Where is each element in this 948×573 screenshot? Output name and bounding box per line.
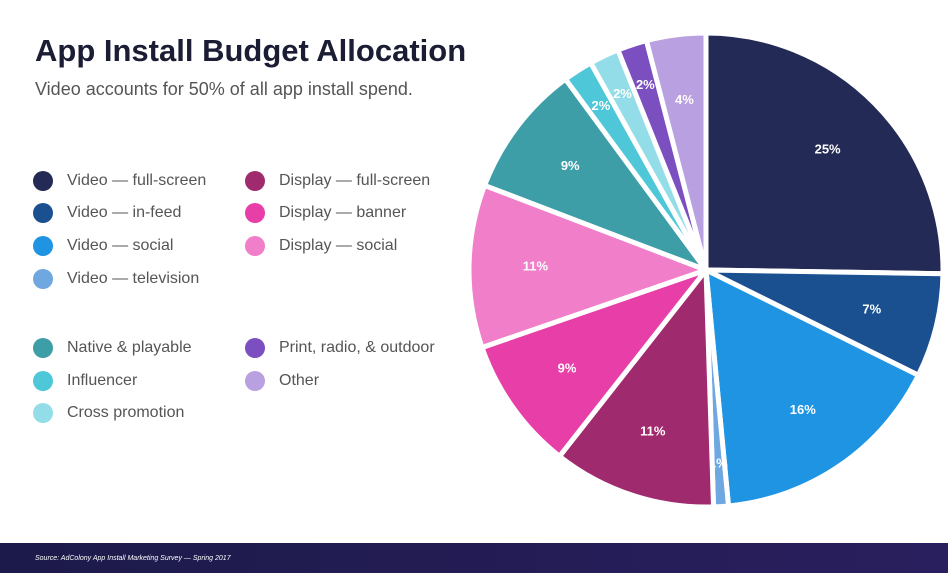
pie-slice [643, 30, 709, 273]
pie-slice [556, 267, 717, 510]
pie-slice [466, 182, 709, 351]
slice-label: 11% [640, 424, 666, 439]
legend-swatch [33, 171, 53, 191]
legend-swatch [245, 236, 265, 256]
slice-label: 2% [636, 77, 655, 92]
legend-label: Video — social [67, 237, 173, 254]
chart-subtitle: Video accounts for 50% of all app instal… [35, 79, 413, 99]
legend-label: Display — social [279, 237, 397, 254]
legend-swatch [33, 269, 53, 289]
legend-swatch [33, 403, 53, 423]
legend-label: Display — banner [279, 204, 407, 221]
legend-label: Print, radio, & outdoor [279, 339, 435, 356]
slice-label: 25% [815, 142, 841, 157]
legend-label: Video — in-feed [67, 204, 181, 221]
legend-label: Video — television [67, 270, 199, 287]
legend-label: Other [279, 372, 320, 389]
legend-label: Video — full-screen [67, 172, 206, 189]
pie-slice [703, 267, 921, 509]
legend-swatch [245, 203, 265, 223]
slice-label: 2% [592, 98, 611, 113]
pie-slice [479, 267, 709, 459]
source-note: Source: AdColony App Install Marketing S… [35, 555, 232, 562]
pie-slice [482, 76, 709, 273]
pie-slice [703, 30, 946, 277]
legend-label: Native & playable [67, 339, 192, 356]
slice-label: 11% [523, 259, 549, 274]
legend-swatch [33, 371, 53, 391]
legend-swatch [33, 338, 53, 358]
slice-label: 2% [613, 86, 632, 101]
slice-label: 9% [558, 360, 577, 375]
slice-label: 9% [561, 158, 580, 173]
legend-label: Influencer [67, 372, 138, 389]
slice-label: 7% [862, 302, 881, 317]
footer-bar [0, 543, 948, 573]
legend-swatch [33, 203, 53, 223]
chart-title: App Install Budget Allocation [35, 33, 466, 68]
legend-swatch [245, 171, 265, 191]
legend-swatch [33, 236, 53, 256]
legend-label: Display — full-screen [279, 172, 430, 189]
legend-swatch [245, 338, 265, 358]
legend-label: Cross promotion [67, 404, 184, 421]
legend-swatch [245, 371, 265, 391]
slice-label: 4% [675, 92, 694, 107]
slice-label: 16% [790, 402, 816, 417]
